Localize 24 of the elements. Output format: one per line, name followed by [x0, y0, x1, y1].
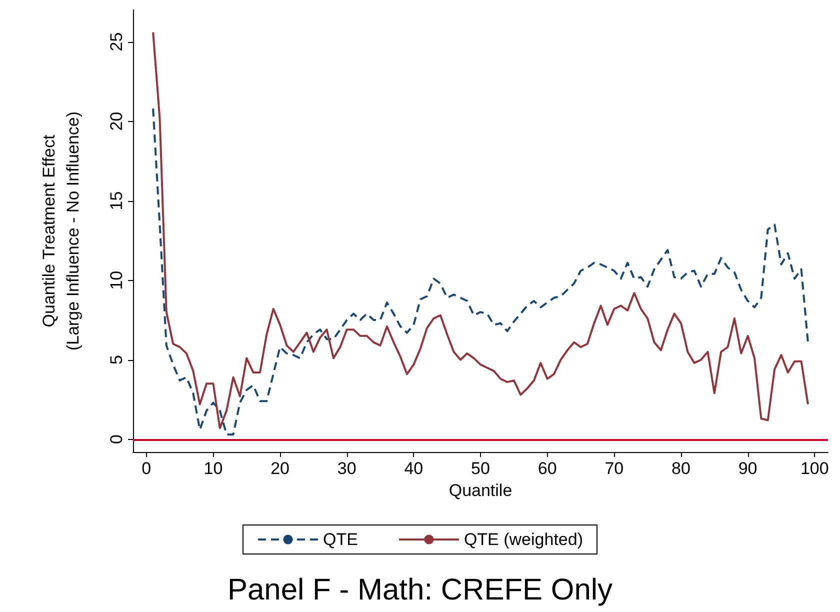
x-tick-label: 80	[672, 459, 690, 478]
line-series	[152, 108, 809, 436]
y-tick-label: 20	[107, 112, 126, 131]
x-tick-label: 20	[270, 459, 290, 478]
x-tick-label: 0	[142, 459, 152, 478]
y-tick-label: 15	[107, 191, 126, 210]
line-series	[152, 31, 809, 430]
text: Panel F - Math: CREFE Only	[227, 574, 613, 606]
x-tick-label: 50	[471, 459, 490, 478]
x-tick-label: 10	[204, 459, 223, 478]
y-axis-title: Quantile Treatment Effect (Large Influence - No Influence)	[40, 111, 82, 351]
y-tick-label: 0	[107, 434, 126, 444]
y-tick-label: 5	[107, 355, 126, 365]
x-tick-label: 70	[604, 459, 624, 478]
x-tick-label: 30	[337, 459, 356, 478]
x-axis-title: Quantile	[448, 480, 512, 500]
x-tick-label: 60	[538, 459, 557, 478]
y-tick-label: 25	[107, 32, 126, 52]
legend-label: QTE	[323, 530, 358, 549]
legend-label: QTE (weighted)	[464, 530, 583, 549]
x-tick-label: 90	[738, 459, 758, 478]
x-tick-label: 100	[800, 459, 829, 478]
y-tick-label: 10	[107, 270, 126, 290]
x-tick-label: 40	[404, 459, 424, 478]
